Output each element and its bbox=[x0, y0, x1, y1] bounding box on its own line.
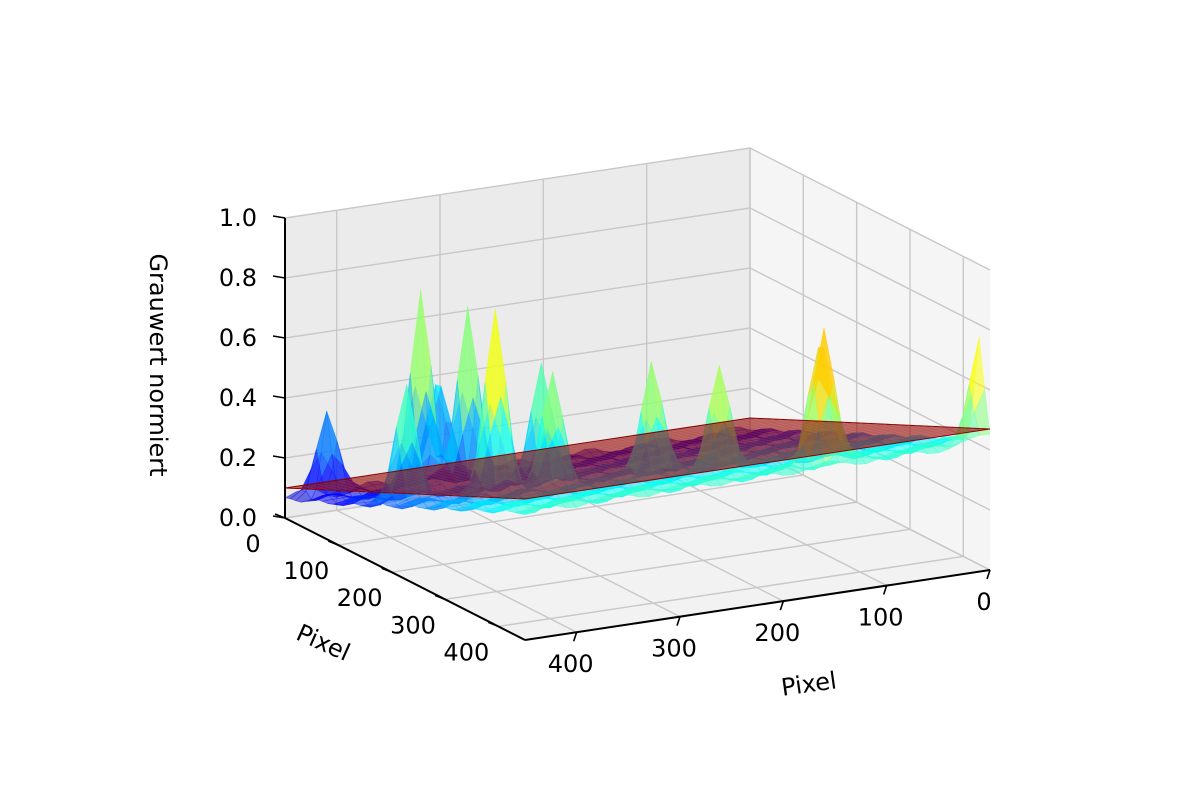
x-axis-label: Pixel bbox=[779, 666, 838, 701]
z-tick-label: 0.6 bbox=[219, 324, 257, 352]
x-tick-label: 200 bbox=[754, 619, 800, 647]
y-tick-label: 200 bbox=[337, 584, 383, 612]
z-tick bbox=[273, 516, 285, 518]
x-tick-label: 100 bbox=[858, 604, 904, 632]
y-tick-label: 300 bbox=[390, 611, 436, 639]
z-tick bbox=[273, 456, 285, 458]
x-tick-label: 0 bbox=[976, 588, 991, 616]
z-tick-label: 0.0 bbox=[219, 504, 257, 532]
z-axis-label: Grauwert normiert bbox=[144, 253, 172, 476]
z-tick bbox=[273, 336, 285, 338]
y-tick-label: 100 bbox=[283, 557, 329, 585]
z-tick bbox=[273, 396, 285, 398]
z-tick-label: 1.0 bbox=[219, 204, 257, 232]
x-tick-label: 300 bbox=[651, 635, 697, 663]
z-tick bbox=[273, 276, 285, 278]
y-axis-label: Pixel bbox=[292, 619, 354, 667]
z-tick-label: 0.4 bbox=[219, 384, 257, 412]
x-tick-label: 400 bbox=[548, 650, 594, 678]
y-tick-label: 0 bbox=[245, 530, 260, 558]
z-tick bbox=[273, 216, 285, 218]
z-tick-label: 0.8 bbox=[219, 264, 257, 292]
z-tick-label: 0.2 bbox=[219, 444, 257, 472]
y-tick-label: 400 bbox=[443, 638, 489, 666]
